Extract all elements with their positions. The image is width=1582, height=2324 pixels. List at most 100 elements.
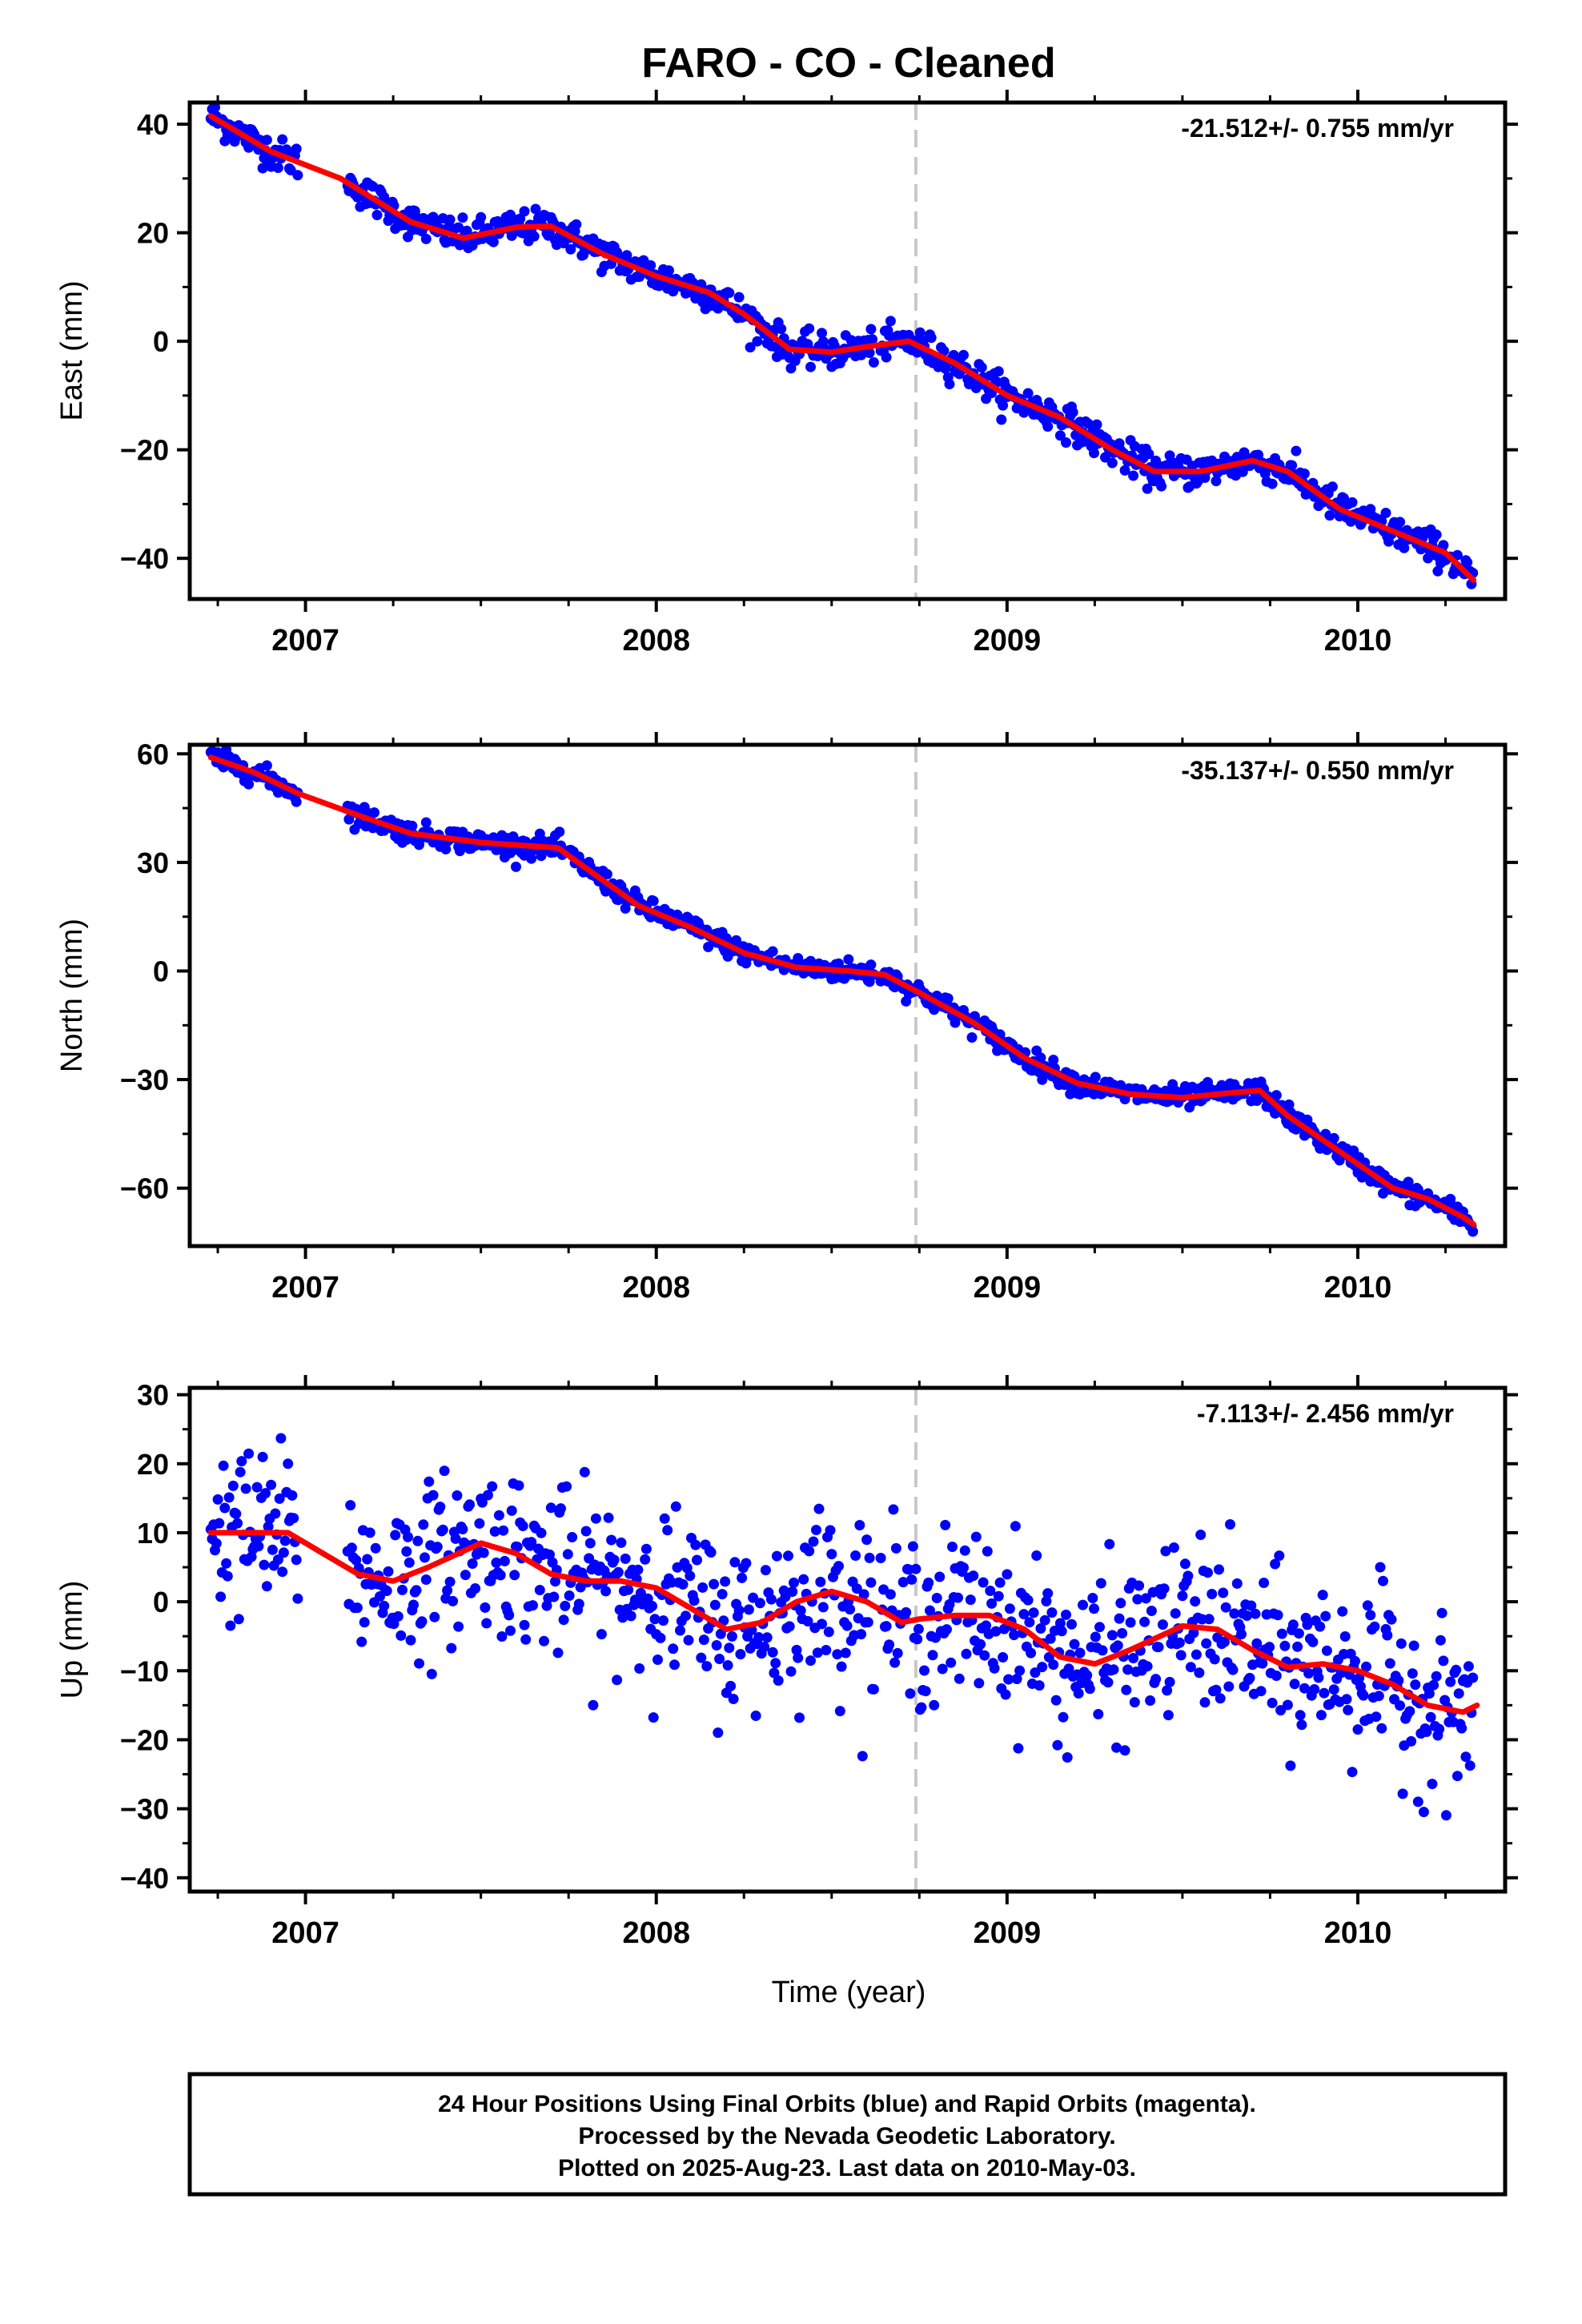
data-point bbox=[371, 210, 383, 220]
data-point bbox=[1129, 1697, 1140, 1708]
rate-label: -35.137+/- 0.550 mm/yr bbox=[1181, 756, 1454, 785]
data-point bbox=[808, 1536, 819, 1547]
trend-line bbox=[207, 754, 1477, 1228]
data-point bbox=[617, 1612, 628, 1623]
data-point bbox=[1270, 1558, 1281, 1570]
data-point bbox=[1194, 1667, 1205, 1679]
data-point bbox=[528, 231, 540, 242]
data-point bbox=[548, 1591, 560, 1602]
data-point bbox=[608, 1554, 620, 1566]
y-tick-label: 20 bbox=[137, 1448, 169, 1481]
data-point bbox=[648, 895, 659, 907]
data-point bbox=[606, 1534, 617, 1546]
data-point bbox=[493, 1510, 504, 1521]
y-tick-label: 30 bbox=[137, 1379, 169, 1412]
data-point bbox=[1456, 1723, 1468, 1734]
data-point bbox=[1062, 1752, 1073, 1763]
data-point bbox=[506, 1505, 517, 1516]
data-point bbox=[825, 1525, 836, 1536]
data-point bbox=[1158, 1583, 1170, 1594]
data-point bbox=[225, 1620, 236, 1631]
data-point bbox=[414, 1658, 424, 1669]
data-point bbox=[556, 1503, 566, 1514]
data-point bbox=[1035, 1623, 1046, 1634]
data-point bbox=[1104, 1538, 1115, 1550]
data-point bbox=[428, 1490, 439, 1501]
data-point bbox=[711, 1640, 722, 1651]
data-point bbox=[1291, 445, 1302, 456]
data-point bbox=[947, 1542, 958, 1552]
data-point bbox=[1090, 1631, 1101, 1642]
data-point bbox=[243, 1448, 255, 1459]
data-point bbox=[1380, 508, 1391, 518]
data-point bbox=[985, 1586, 996, 1596]
data-point bbox=[867, 334, 878, 345]
data-point bbox=[432, 1542, 443, 1553]
footer-line-2: Processed by the Nevada Geodetic Laborat… bbox=[578, 2123, 1115, 2149]
data-point bbox=[370, 1542, 381, 1554]
data-point bbox=[1143, 448, 1154, 460]
data-point bbox=[526, 853, 537, 864]
data-point bbox=[907, 1541, 918, 1552]
data-point bbox=[1022, 388, 1034, 399]
data-point bbox=[381, 1586, 392, 1596]
data-point bbox=[231, 1508, 242, 1519]
data-point bbox=[1203, 1614, 1215, 1625]
data-point bbox=[1369, 1621, 1380, 1632]
data-point bbox=[405, 1634, 416, 1646]
data-point bbox=[1162, 1710, 1174, 1721]
data-point bbox=[720, 1576, 731, 1587]
data-point bbox=[1378, 1575, 1388, 1586]
data-point bbox=[953, 1592, 963, 1603]
data-point bbox=[773, 1675, 784, 1686]
data-point bbox=[979, 1650, 990, 1661]
data-point bbox=[1255, 1686, 1267, 1697]
panel-1: 60 30 0 −30 −60 2007 2008 2009 2010 North (mm) -35… bbox=[55, 732, 1518, 1305]
data-point bbox=[697, 1582, 709, 1593]
data-point bbox=[379, 1600, 390, 1611]
data-point bbox=[733, 1605, 745, 1616]
data-point bbox=[1078, 1599, 1088, 1610]
data-point bbox=[1264, 1642, 1275, 1653]
data-point bbox=[1145, 1695, 1156, 1706]
data-point bbox=[942, 993, 954, 1004]
data-point bbox=[1011, 1674, 1022, 1684]
data-point bbox=[403, 1531, 413, 1542]
data-point bbox=[1382, 1630, 1393, 1641]
data-point bbox=[1042, 421, 1054, 432]
data-point bbox=[1227, 1664, 1239, 1675]
data-point bbox=[1375, 1562, 1386, 1573]
data-point bbox=[1231, 1578, 1243, 1589]
data-point bbox=[1236, 1629, 1247, 1640]
data-point bbox=[534, 1585, 545, 1595]
data-point bbox=[1162, 1685, 1173, 1696]
data-point bbox=[885, 1589, 896, 1600]
data-point bbox=[743, 1604, 754, 1615]
data-point bbox=[1150, 1674, 1162, 1685]
data-point bbox=[240, 1483, 251, 1494]
data-point bbox=[364, 1527, 375, 1538]
data-point bbox=[1073, 1688, 1084, 1699]
data-point bbox=[1431, 529, 1442, 541]
data-point bbox=[1259, 1578, 1270, 1588]
data-point bbox=[270, 1508, 281, 1519]
plot-frame bbox=[187, 742, 1508, 1248]
data-point bbox=[722, 1660, 733, 1671]
data-point bbox=[1352, 1724, 1363, 1735]
data-point bbox=[1237, 466, 1248, 477]
data-point bbox=[1399, 542, 1410, 553]
data-point bbox=[460, 1570, 471, 1581]
data-point bbox=[259, 1559, 270, 1570]
data-point bbox=[1341, 1694, 1352, 1705]
data-point bbox=[1287, 460, 1298, 471]
data-point bbox=[1164, 1676, 1175, 1687]
data-point bbox=[1082, 1670, 1093, 1681]
data-point bbox=[513, 1480, 524, 1491]
data-point bbox=[512, 1542, 523, 1553]
data-point bbox=[292, 170, 303, 181]
data-point bbox=[1191, 1649, 1202, 1660]
data-point bbox=[1054, 430, 1066, 441]
x-tick-label: 2008 bbox=[622, 1916, 690, 1950]
data-point bbox=[1179, 1558, 1191, 1570]
data-point bbox=[1445, 1676, 1456, 1687]
